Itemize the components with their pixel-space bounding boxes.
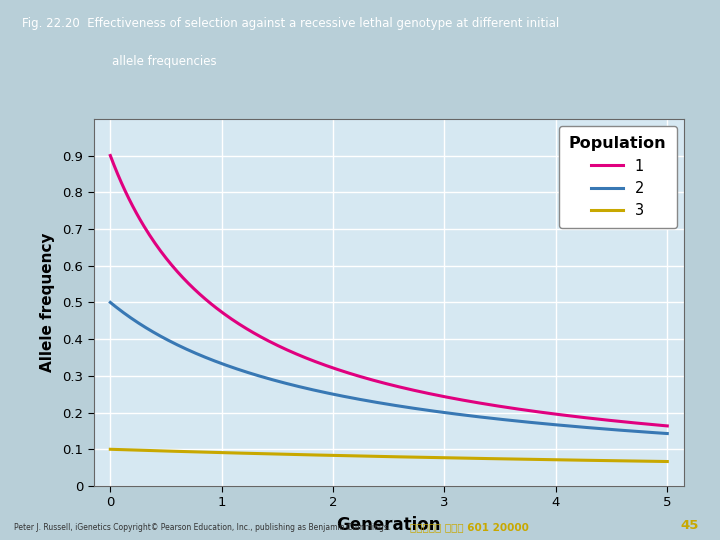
2 xyxy=(611,427,619,433)
3 xyxy=(106,446,114,453)
Line: 3: 3 xyxy=(110,449,667,462)
2 xyxy=(436,409,444,415)
3 xyxy=(447,455,456,461)
2 xyxy=(438,409,446,415)
1 xyxy=(106,152,114,159)
Text: 45: 45 xyxy=(680,519,698,532)
3 xyxy=(575,457,584,463)
Legend: 1, 2, 3: 1, 2, 3 xyxy=(559,126,677,228)
2 xyxy=(575,424,584,430)
Text: 台大農藝系 遠傳學 601 20000: 台大農藝系 遠傳學 601 20000 xyxy=(410,522,529,532)
Y-axis label: Allele frequency: Allele frequency xyxy=(40,233,55,372)
Text: Peter J. Russell, iGenetics Copyright© Pearson Education, Inc., publishing as Be: Peter J. Russell, iGenetics Copyright© P… xyxy=(14,523,391,532)
3 xyxy=(436,455,444,461)
1 xyxy=(438,393,446,400)
3 xyxy=(611,457,619,464)
1 xyxy=(663,423,672,429)
2 xyxy=(108,301,117,307)
3 xyxy=(663,458,672,465)
Text: Fig. 22.20  Effectiveness of selection against a recessive lethal genotype at di: Fig. 22.20 Effectiveness of selection ag… xyxy=(22,17,559,30)
2 xyxy=(447,410,456,417)
1 xyxy=(447,395,456,401)
1 xyxy=(436,393,444,399)
Line: 1: 1 xyxy=(110,156,667,426)
2 xyxy=(106,299,114,306)
3 xyxy=(108,446,117,453)
1 xyxy=(611,417,619,424)
Line: 2: 2 xyxy=(110,302,667,434)
1 xyxy=(575,414,584,420)
2 xyxy=(663,430,672,437)
1 xyxy=(108,157,117,164)
X-axis label: Generation: Generation xyxy=(336,516,441,535)
Text: allele frequencies: allele frequencies xyxy=(112,55,216,68)
3 xyxy=(438,455,446,461)
